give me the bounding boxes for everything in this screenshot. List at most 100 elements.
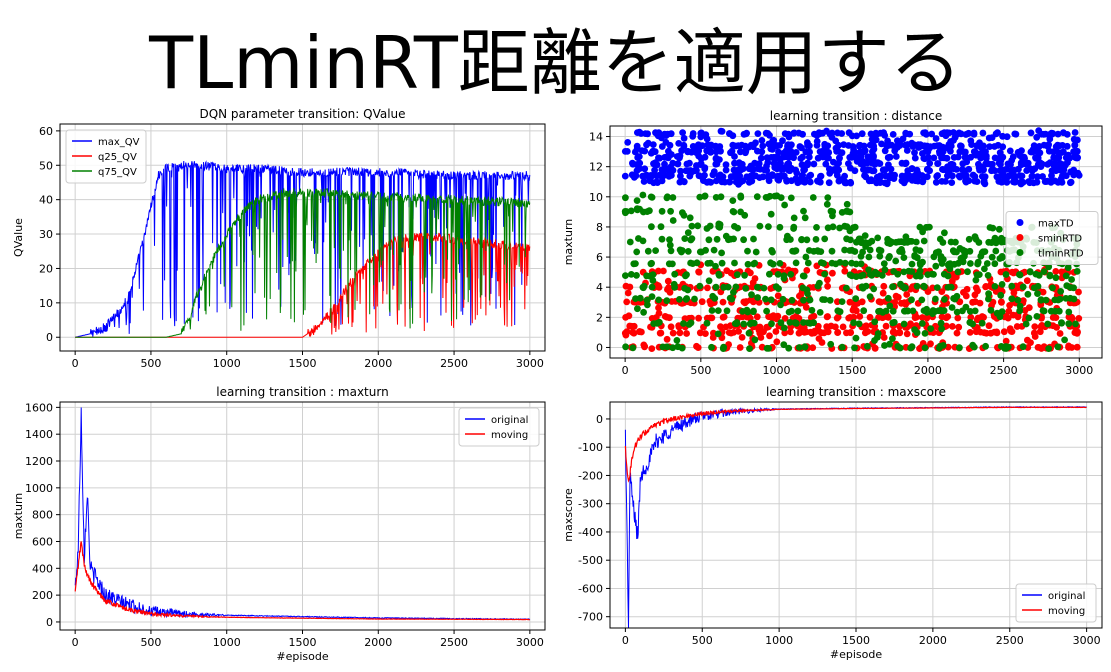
scatter-point-tlminRTD (633, 205, 641, 212)
scatter-point-sminRTD (1065, 313, 1073, 321)
scatter-point-sminRTD (787, 328, 794, 336)
scatter-point-tlminRTD (803, 236, 811, 244)
scatter-point-maxTD (873, 173, 881, 181)
scatter-point-maxTD (845, 129, 853, 137)
scatter-point-tlminRTD (1019, 343, 1027, 351)
scatter-point-sminRTD (648, 315, 656, 322)
scatter-point-tlminRTD (622, 194, 629, 202)
scatter-point-maxTD (805, 153, 813, 161)
scatter-point-tlminRTD (920, 237, 928, 245)
scatter-point-tlminRTD (816, 309, 824, 316)
scatter-point-tlminRTD (779, 295, 787, 303)
scatter-point-maxTD (1054, 130, 1062, 138)
scatter-point-tlminRTD (984, 272, 992, 279)
scatter-point-tlminRTD (740, 320, 748, 328)
scatter-point-tlminRTD (826, 296, 834, 304)
scatter-point-sminRTD (993, 329, 1001, 337)
scatter-point-maxTD (1034, 173, 1041, 181)
scatter-point-maxTD (1034, 148, 1041, 155)
scatter-point-tlminRTD (648, 283, 656, 291)
scatter-point-maxTD (661, 130, 668, 138)
scatter-point-tlminRTD (729, 197, 737, 204)
scatter-point-tlminRTD (669, 217, 677, 224)
scatter-point-sminRTD (1006, 302, 1013, 309)
scatter-point-tlminRTD (881, 342, 888, 349)
scatter-point-maxTD (1004, 160, 1012, 168)
scatter-point-maxTD (868, 159, 876, 167)
scatter-point-maxTD (661, 160, 668, 168)
scatter-point-sminRTD (1073, 343, 1081, 351)
scatter-point-maxTD (806, 178, 814, 186)
scatter-point-tlminRTD (824, 194, 832, 201)
scatter-point-maxTD (1074, 169, 1082, 177)
scatter-point-tlminRTD (850, 319, 857, 327)
scatter-point-tlminRTD (657, 223, 665, 231)
scatter-point-tlminRTD (844, 208, 851, 215)
scatter-point-tlminRTD (655, 296, 663, 304)
scatter-point-tlminRTD (857, 253, 865, 260)
scatter-point-maxTD (986, 143, 993, 150)
scatter-point-maxTD (947, 138, 954, 145)
scatter-point-tlminRTD (908, 296, 915, 304)
scatter-point-tlminRTD (871, 318, 879, 326)
scatter-point-tlminRTD (1062, 272, 1070, 280)
x-tick-label: 1500 (838, 364, 866, 377)
scatter-point-sminRTD (856, 313, 864, 320)
scatter-point-tlminRTD (647, 272, 655, 279)
scatter-point-tlminRTD (788, 307, 795, 315)
scatter-point-tlminRTD (974, 260, 981, 268)
scatter-point-tlminRTD (1033, 313, 1041, 320)
scatter-point-tlminRTD (956, 245, 964, 252)
scatter-point-maxTD (814, 154, 822, 162)
scatter-point-tlminRTD (648, 223, 655, 231)
scatter-point-maxTD (885, 154, 892, 161)
scatter-point-maxTD (770, 153, 778, 161)
axes-frame (59, 401, 546, 631)
scatter-point-maxTD (949, 172, 956, 180)
scatter-point-maxTD (693, 142, 701, 150)
scatter-point-maxTD (892, 153, 900, 160)
x-tick-label: 2000 (914, 364, 942, 377)
scatter-point-maxTD (781, 130, 789, 137)
scatter-point-sminRTD (661, 313, 669, 320)
scatter-point-tlminRTD (674, 343, 682, 351)
scatter-point-tlminRTD (730, 288, 737, 296)
scatter-point-tlminRTD (857, 260, 865, 268)
scatter-point-maxTD (902, 130, 910, 138)
scatter-point-maxTD (938, 178, 946, 185)
legend-label-moving: moving (491, 430, 528, 441)
scatter-point-maxTD (764, 159, 772, 166)
scatter-point-tlminRTD (937, 306, 945, 314)
scatter-point-maxTD (885, 161, 892, 169)
scatter-point-sminRTD (938, 313, 946, 321)
scatter-point-maxTD (1035, 143, 1043, 150)
scatter-point-maxTD (780, 149, 787, 157)
scatter-point-tlminRTD (916, 267, 924, 275)
scatter-point-maxTD (798, 161, 806, 169)
scatter-point-tlminRTD (746, 345, 753, 352)
scatter-point-tlminRTD (694, 222, 702, 230)
scatter-point-tlminRTD (932, 249, 940, 257)
scatter-point-maxTD (1055, 154, 1063, 161)
scatter-point-tlminRTD (996, 313, 1004, 321)
x-tick-label: 0 (72, 636, 79, 649)
scatter-point-tlminRTD (1016, 271, 1023, 278)
scatter-point-sminRTD (982, 283, 989, 291)
scatter-point-tlminRTD (787, 271, 795, 278)
scatter-point-maxTD (689, 130, 697, 137)
scatter-point-tlminRTD (701, 192, 709, 200)
scatter-point-maxTD (651, 166, 658, 174)
scatter-point-tlminRTD (728, 295, 736, 303)
scatter-point-tlminRTD (936, 235, 944, 243)
scatter-point-maxTD (1063, 131, 1071, 138)
scatter-point-sminRTD (843, 329, 850, 337)
scatter-point-tlminRTD (790, 214, 798, 222)
y-tick-label: 2 (596, 311, 603, 324)
scatter-point-sminRTD (927, 340, 934, 348)
scatter-point-sminRTD (753, 313, 761, 321)
scatter-point-maxTD (911, 149, 918, 157)
scatter-point-maxTD (701, 171, 708, 179)
scatter-point-tlminRTD (866, 293, 874, 300)
scatter-point-tlminRTD (715, 223, 723, 231)
scatter-point-maxTD (799, 130, 806, 138)
